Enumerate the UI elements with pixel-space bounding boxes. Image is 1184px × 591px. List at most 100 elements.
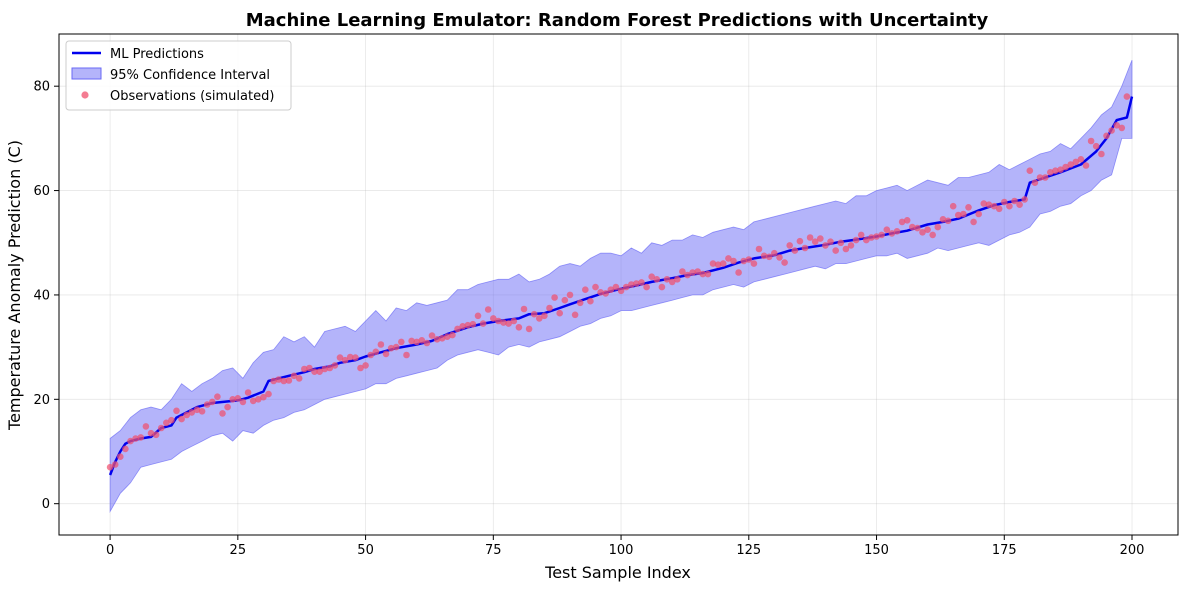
observation-point (1098, 150, 1105, 158)
observation-point (541, 312, 548, 320)
observation-point (418, 337, 426, 344)
observation-point (265, 390, 272, 398)
observation-point (566, 291, 574, 299)
observation-point (1092, 142, 1100, 150)
observation-point (801, 244, 809, 252)
observation-point (735, 269, 742, 276)
observation-point (914, 224, 921, 232)
confidence-band-layer (109, 59, 1133, 514)
observation-point (515, 324, 523, 331)
x-tick-label: 175 (992, 543, 1017, 558)
observation-point (321, 365, 329, 373)
observation-point (244, 389, 252, 396)
observation-point (117, 453, 124, 461)
observation-point (111, 461, 119, 468)
observation-point (203, 401, 211, 408)
y-tick-label: 20 (33, 393, 50, 408)
observation-point (280, 377, 288, 385)
observation-point (1052, 167, 1059, 174)
observation-point (847, 242, 855, 249)
legend-label-predictions: ML Predictions (110, 47, 204, 62)
y-tick-label: 60 (33, 184, 50, 199)
x-tick-label: 75 (485, 543, 502, 558)
observation-point (796, 237, 804, 245)
observation-point (1021, 196, 1028, 203)
observation-point (980, 200, 988, 207)
observation-point (771, 249, 778, 257)
observation-point (147, 429, 155, 437)
chart-title: Machine Learning Emulator: Random Forest… (246, 10, 989, 31)
observation-point (822, 242, 829, 249)
observation-point (122, 445, 129, 453)
observation-point (776, 254, 783, 261)
legend-band-swatch (71, 67, 102, 80)
observation-point (602, 290, 609, 297)
observation-point (556, 309, 563, 317)
observation-point (878, 231, 885, 239)
observation-point (219, 410, 226, 417)
observation-point (668, 278, 676, 286)
observation-point (209, 398, 216, 406)
observation-point (520, 305, 528, 313)
observation-point (653, 276, 661, 283)
observation-point (1087, 137, 1095, 145)
observation-point (106, 463, 114, 471)
observation-point (597, 289, 604, 296)
observation-point (1006, 202, 1013, 210)
observation-point (587, 297, 594, 305)
observation-point (454, 325, 461, 333)
legend: ML Predictions 95% Confidence Interval O… (65, 40, 292, 111)
observation-point (960, 210, 967, 218)
x-tick-label: 150 (864, 543, 889, 558)
observation-point (163, 419, 170, 427)
observation-point (1082, 162, 1090, 169)
observation-point (939, 216, 947, 223)
observation-point (198, 408, 206, 415)
observation-point (137, 434, 145, 441)
observation-point (643, 283, 650, 291)
observation-point (346, 353, 354, 361)
y-axis-ticks: 0 20 40 60 80 (33, 80, 59, 512)
observation-point (1113, 122, 1120, 129)
observation-point (730, 257, 737, 265)
observation-point (975, 210, 982, 218)
observation-point (132, 435, 139, 442)
observation-point (254, 396, 262, 403)
observation-point (944, 217, 952, 225)
observation-point (571, 311, 579, 319)
observation-point (331, 362, 339, 369)
observation-point (510, 317, 518, 325)
x-tick-label: 125 (736, 543, 761, 558)
legend-scatter-swatch (81, 91, 89, 99)
observation-point (576, 299, 584, 307)
observation-point (1036, 174, 1044, 181)
observation-point (249, 397, 257, 405)
observation-point (178, 415, 185, 423)
observation-point (750, 260, 758, 267)
observation-point (546, 304, 553, 312)
observation-point (873, 233, 880, 240)
observation-point (842, 245, 850, 253)
observation-point (863, 236, 870, 244)
observation-point (658, 283, 666, 291)
observation-point (372, 348, 380, 356)
observation-point (883, 226, 891, 233)
observation-point (224, 403, 231, 411)
observation-point (290, 372, 298, 380)
observation-point (382, 350, 390, 358)
observation-point (168, 416, 175, 424)
observation-point (592, 283, 599, 291)
observation-point (326, 364, 334, 372)
observation-point (811, 238, 819, 245)
x-axis-label: Test Sample Index (544, 563, 691, 582)
observation-point (934, 223, 942, 231)
observation-point (525, 325, 533, 333)
observation-point (183, 411, 190, 419)
observation-point (719, 260, 727, 267)
observation-point (638, 279, 645, 286)
observation-point (423, 339, 431, 347)
x-axis-ticks: 0 25 50 75 100 125 150 175 200 (106, 535, 1144, 558)
observation-point (408, 337, 415, 345)
observation-point (469, 320, 477, 328)
observation-point (500, 319, 507, 326)
